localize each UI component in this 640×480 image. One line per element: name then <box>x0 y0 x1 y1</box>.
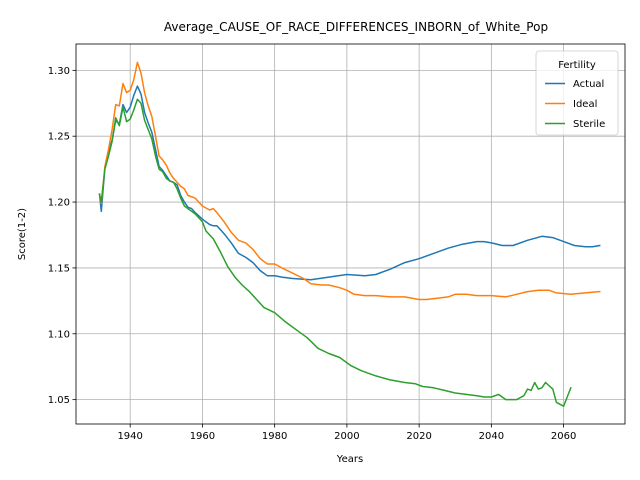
x-axis-label: Years <box>336 454 363 465</box>
y-tick-label: 1.20 <box>48 198 70 209</box>
y-tick-label: 1.10 <box>48 329 70 340</box>
series-line-actual <box>98 85 601 281</box>
y-tick-label: 1.05 <box>48 395 70 406</box>
legend: Fertility Actual Ideal Sterile <box>535 50 619 136</box>
legend-title: Fertility <box>558 60 596 71</box>
legend-label-sterile: Sterile <box>573 119 605 130</box>
grid <box>76 44 625 424</box>
series-line-ideal <box>98 61 601 301</box>
y-axis: 1.05 1.10 1.15 1.20 1.25 1.30 <box>48 66 76 406</box>
y-tick-label: 1.25 <box>48 132 70 143</box>
x-tick-label: 2060 <box>551 431 576 442</box>
legend-box <box>535 50 619 136</box>
y-tick-label: 1.30 <box>48 66 70 77</box>
plot-frame <box>75 43 626 425</box>
legend-label-actual: Actual <box>573 79 604 90</box>
x-tick-label: 1960 <box>190 431 215 442</box>
x-axis: 1940 1960 1980 2000 2020 2040 2060 <box>117 424 576 442</box>
x-tick-label: 2040 <box>479 431 504 442</box>
chart-title: Average_CAUSE_OF_RACE_DIFFERENCES_INBORN… <box>164 20 548 34</box>
series-lines <box>98 61 601 407</box>
x-tick-label: 2000 <box>334 431 359 442</box>
y-axis-label: Score(1-2) <box>17 208 28 260</box>
x-tick-label: 1980 <box>262 431 287 442</box>
legend-label-ideal: Ideal <box>573 99 597 110</box>
series-line-sterile <box>98 98 572 407</box>
x-tick-label: 2020 <box>406 431 431 442</box>
x-tick-label: 1940 <box>117 431 142 442</box>
y-tick-label: 1.15 <box>48 263 70 274</box>
